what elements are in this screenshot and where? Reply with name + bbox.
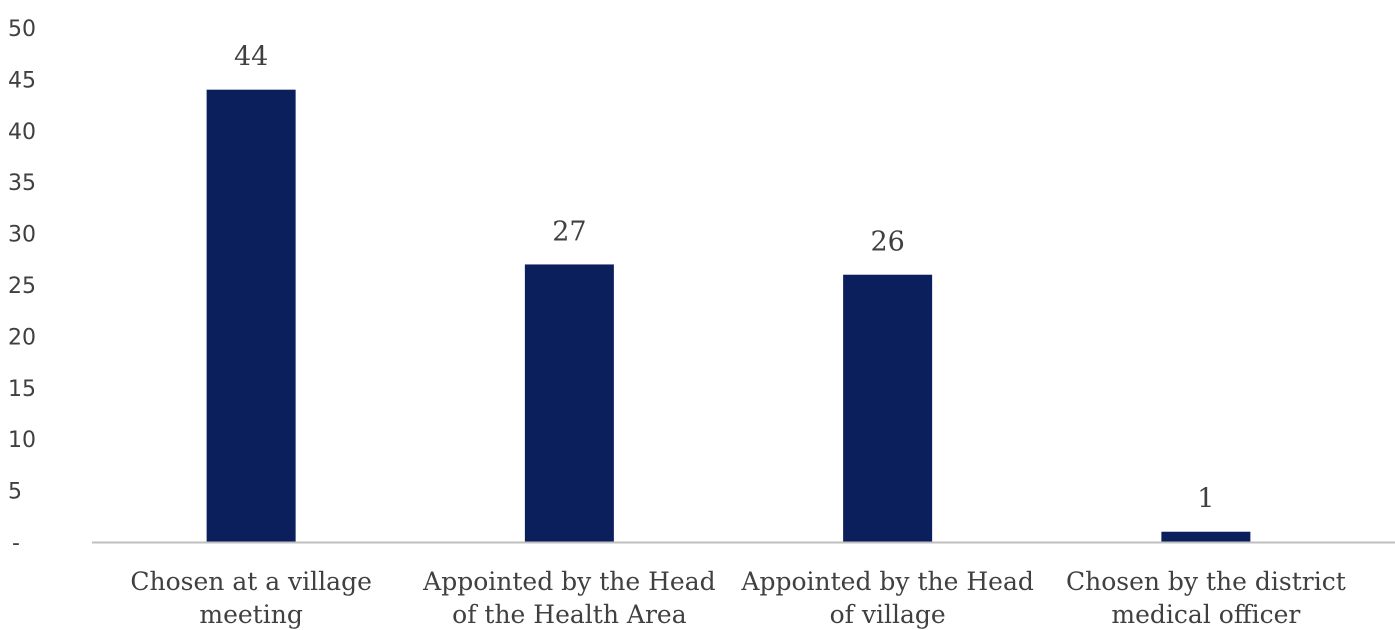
x-tick-label: medical officer xyxy=(1111,600,1300,629)
data-label: 27 xyxy=(552,216,586,247)
y-tick-label: 45 xyxy=(8,68,36,93)
bar xyxy=(524,264,614,542)
x-tick-label: of village xyxy=(830,600,946,629)
y-tick-label: - xyxy=(12,531,20,556)
data-label: 44 xyxy=(234,42,268,73)
y-tick-label: 35 xyxy=(8,171,36,196)
x-axis: Chosen at a village meeting Appointed by t… xyxy=(130,567,1345,629)
data-label: 26 xyxy=(870,227,904,258)
x-tick-label: of the Health Area xyxy=(452,600,687,629)
y-tick-label: 50 xyxy=(8,17,36,42)
y-tick-label: 5 xyxy=(8,480,22,505)
y-tick-label: 30 xyxy=(8,223,36,248)
x-tick-label: Chosen at a village xyxy=(130,567,372,596)
data-labels: 44 27 26 1 xyxy=(234,42,1215,515)
y-tick-label: 25 xyxy=(8,274,36,299)
y-tick-label: 15 xyxy=(8,377,36,402)
x-tick-label: meeting xyxy=(199,600,302,629)
x-tick-label: Chosen by the district xyxy=(1066,567,1346,596)
y-tick-label: 20 xyxy=(8,325,36,350)
x-tick-label: Appointed by the Head xyxy=(422,567,715,596)
data-label: 1 xyxy=(1197,484,1214,515)
y-tick-label: 40 xyxy=(8,120,36,145)
y-tick-label: 10 xyxy=(8,428,36,453)
bars xyxy=(206,89,1251,543)
y-axis: - 5 10 15 20 25 30 35 40 45 50 xyxy=(8,17,36,556)
bar xyxy=(1161,531,1251,542)
bar xyxy=(206,89,296,543)
bar xyxy=(843,274,933,542)
x-tick-label: Appointed by the Head xyxy=(740,567,1033,596)
